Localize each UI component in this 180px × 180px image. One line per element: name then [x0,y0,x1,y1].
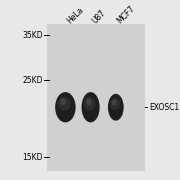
Ellipse shape [82,92,100,122]
Text: EXOSC1: EXOSC1 [149,103,179,112]
Text: U87: U87 [91,8,108,25]
Text: HeLa: HeLa [65,5,86,25]
Ellipse shape [86,98,91,105]
Bar [47,24,145,171]
Text: 25KD: 25KD [22,76,42,85]
Ellipse shape [60,98,66,105]
Text: MCF7: MCF7 [116,4,137,25]
Ellipse shape [58,97,71,110]
Text: 35KD: 35KD [22,31,42,40]
Ellipse shape [84,97,96,110]
Ellipse shape [108,94,124,121]
Ellipse shape [55,92,76,122]
Ellipse shape [110,98,120,110]
Ellipse shape [112,99,117,105]
Text: 15KD: 15KD [22,153,42,162]
